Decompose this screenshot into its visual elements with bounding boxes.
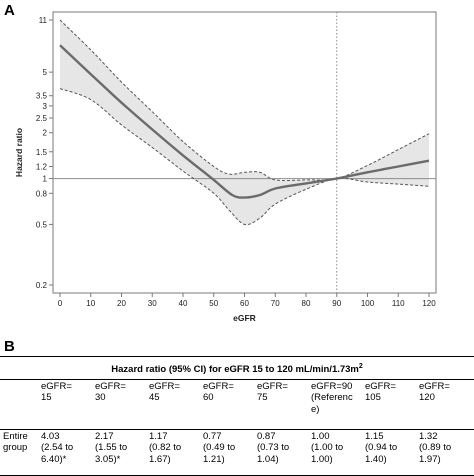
table-cell: 2.17 (1.55 to 3.05)* bbox=[92, 429, 146, 476]
table-cell: 0.77 (0.49 to 1.21) bbox=[200, 429, 254, 476]
x-axis-label: eGFR bbox=[233, 313, 256, 323]
x-tick-label: 30 bbox=[148, 299, 157, 308]
table-header-cell: eGFR= 15 bbox=[38, 379, 92, 430]
hazard-ratio-line bbox=[59, 44, 430, 199]
x-tick-label: 50 bbox=[209, 299, 218, 308]
panel-b-label: B bbox=[4, 338, 15, 355]
table-cell: 1.32 (0.89 to 1.97) bbox=[416, 429, 474, 476]
table-row-label: Entire group bbox=[0, 429, 38, 476]
upper-ci-line bbox=[59, 19, 430, 182]
y-tick-label: 3 bbox=[43, 102, 48, 111]
lower-ci-line bbox=[59, 88, 430, 226]
y-tick-label: 0.8 bbox=[36, 189, 48, 198]
table-header-cell: eGFR= 75 bbox=[254, 379, 308, 430]
y-tick-label: 11 bbox=[39, 16, 48, 25]
y-tick-label: 2.5 bbox=[36, 114, 48, 123]
x-tick-label: 10 bbox=[86, 299, 95, 308]
table-title-superscript: 2 bbox=[358, 363, 363, 370]
table-header-cell: eGFR= 45 bbox=[146, 379, 200, 430]
x-tick-label: 20 bbox=[117, 299, 126, 308]
x-tick-label: 100 bbox=[361, 299, 375, 308]
x-tick-label: 90 bbox=[332, 299, 341, 308]
x-tick-label: 70 bbox=[271, 299, 280, 308]
table-header-cell: eGFR= 105 bbox=[362, 379, 416, 430]
table-header-row: eGFR= 15 eGFR= 30 eGFR= 45 eGFR= 60 eGFR= 75 eGFR=… bbox=[0, 379, 474, 430]
x-tick-label: 110 bbox=[392, 299, 405, 308]
hazard-ratio-table: Hazard ratio (95% CI) for eGFR 15 to 120… bbox=[0, 356, 474, 476]
y-tick-label: 3.5 bbox=[36, 92, 48, 101]
table-header-cell: eGFR= 120 bbox=[416, 379, 474, 430]
table-cell: 0.87 (0.73 to 1.04) bbox=[254, 429, 308, 476]
table-title: Hazard ratio (95% CI) for eGFR 15 to 120… bbox=[0, 356, 474, 380]
y-tick-label: 0.5 bbox=[36, 220, 48, 229]
y-tick-label: 1.5 bbox=[36, 148, 48, 157]
x-tick-label: 120 bbox=[422, 299, 436, 308]
y-axis-label: Hazard ratio bbox=[14, 128, 24, 177]
confidence-band bbox=[60, 20, 429, 225]
x-tick-label: 0 bbox=[58, 299, 63, 308]
table-row: Entire group 4.03 (2.54 to 6.40)* 2.17 (1.55 t… bbox=[0, 429, 474, 476]
table-header-cell: eGFR=90 (Referenc e) bbox=[308, 379, 362, 430]
table-header-cell: eGFR= 30 bbox=[92, 379, 146, 430]
x-tick-label: 40 bbox=[179, 299, 188, 308]
hazard-ratio-chart: 0 10 20 30 40 50 60 70 80 90 100 110 120 11 5 3.53 2.5 2 1… bbox=[14, 11, 437, 323]
table-header-corner bbox=[0, 379, 38, 430]
chart-frame bbox=[52, 11, 437, 294]
y-tick-label: 1.2 bbox=[36, 163, 48, 172]
panel-a-label: A bbox=[4, 2, 15, 19]
table-cell: 1.15 (0.94 to 1.40) bbox=[362, 429, 416, 476]
table-title-text: Hazard ratio (95% CI) for eGFR 15 to 120… bbox=[111, 364, 359, 376]
table-cell: 4.03 (2.54 to 6.40)* bbox=[38, 429, 92, 476]
x-tick-label: 60 bbox=[240, 299, 249, 308]
y-tick-label: 5 bbox=[43, 68, 48, 77]
x-tick-label: 80 bbox=[302, 299, 311, 308]
table-cell: 1.17 (0.82 to 1.67) bbox=[146, 429, 200, 476]
table-cell: 1.00 (1.00 to 1.00) bbox=[308, 429, 362, 476]
table-header-cell: eGFR= 60 bbox=[200, 379, 254, 430]
y-tick-label: 2 bbox=[43, 129, 48, 138]
y-tick-label: 1 bbox=[43, 175, 48, 184]
y-tick-label: 0.2 bbox=[36, 281, 48, 290]
